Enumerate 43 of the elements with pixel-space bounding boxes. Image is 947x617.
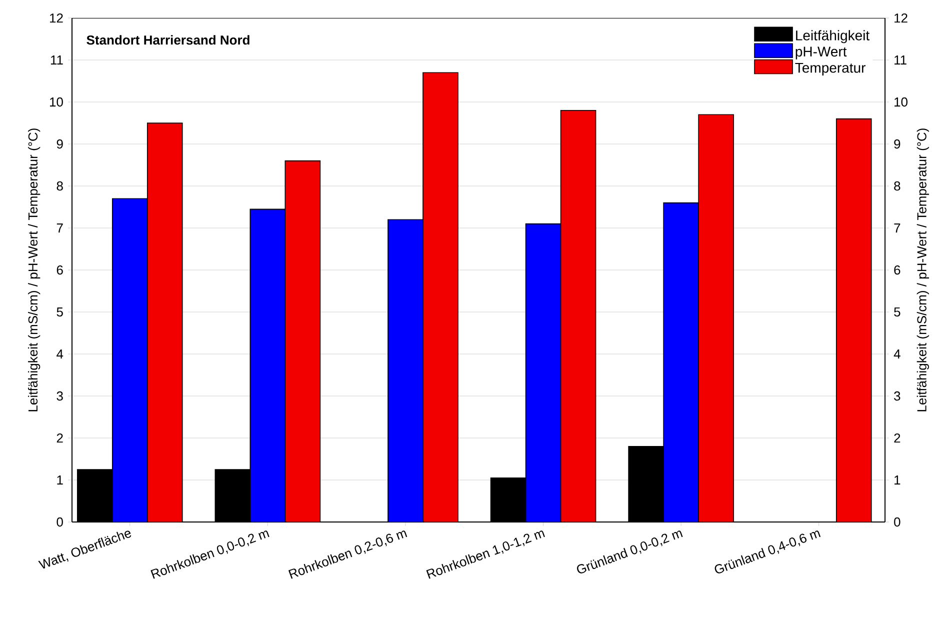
y2-tick-label: 6 bbox=[894, 265, 900, 275]
y2-tick-label: 3 bbox=[894, 391, 900, 401]
bar bbox=[388, 219, 424, 522]
y2-tick-label: 7 bbox=[894, 224, 900, 232]
y2-tick-label: 12 bbox=[894, 13, 908, 23]
y-tick-label: 1 bbox=[57, 476, 63, 484]
legend-label: Temperatur bbox=[795, 62, 866, 76]
bar bbox=[525, 223, 562, 522]
y-tick-label: 7 bbox=[56, 224, 63, 232]
y-tick-label: 2 bbox=[56, 433, 63, 443]
y-tick-label: 12 bbox=[50, 13, 63, 23]
y-tick-label: 4 bbox=[56, 350, 64, 358]
y-tick-label: 9 bbox=[56, 139, 63, 149]
y2-tick-label: 5 bbox=[894, 307, 900, 317]
bar bbox=[284, 160, 321, 522]
y-tick-label: 5 bbox=[56, 307, 63, 317]
legend-label: pH-Wert bbox=[796, 46, 847, 60]
bar bbox=[146, 122, 183, 522]
y2-axis-title: Leitfähigkeit (mS/cm) / pH-Wert / Temperatur (°C) bbox=[916, 128, 929, 412]
text: Standort Harriersand Nord bbox=[86, 35, 250, 45]
y2-tick-label: 8 bbox=[894, 181, 900, 191]
bar bbox=[698, 114, 734, 522]
y2-tick-label: 1 bbox=[894, 476, 900, 484]
y-tick-label: 8 bbox=[56, 181, 63, 191]
bar bbox=[663, 202, 699, 522]
legend-label: Leitfähigkeit bbox=[796, 30, 870, 44]
y-tick-label: 11 bbox=[50, 56, 63, 64]
y2-tick-label: 2 bbox=[894, 433, 900, 443]
y-tick-label: 0 bbox=[56, 517, 63, 527]
y2-tick-label: 4 bbox=[894, 350, 900, 358]
bar bbox=[836, 118, 872, 522]
y-tick-label: 3 bbox=[56, 391, 63, 401]
y2-tick-label: 0 bbox=[894, 517, 900, 527]
bar bbox=[112, 198, 148, 522]
y2-tick-label: 11 bbox=[894, 56, 906, 64]
bar bbox=[250, 208, 286, 522]
bar bbox=[422, 72, 458, 522]
y-tick-label: 10 bbox=[50, 97, 63, 107]
y-tick-label: 6 bbox=[56, 265, 63, 275]
bar bbox=[560, 110, 596, 522]
y2-tick-label: 10 bbox=[894, 97, 908, 107]
y-axis-title: Leitfähigkeit (mS/cm) / pH-Wert / Temperatur (°C) bbox=[28, 128, 40, 412]
y2-tick-label: 9 bbox=[894, 139, 900, 149]
